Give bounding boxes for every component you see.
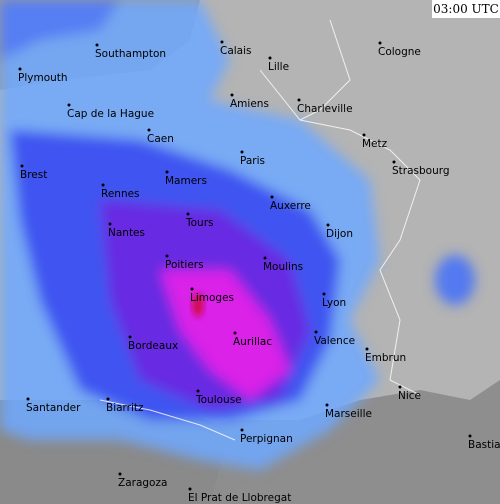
- city-dot: [108, 222, 112, 226]
- city-label: Dijon: [326, 228, 353, 240]
- city-label: Calais: [220, 45, 252, 57]
- city-label: El Prat de Llobregat: [188, 492, 291, 504]
- city-label: Zaragoza: [118, 477, 167, 489]
- city-dot: [392, 160, 396, 164]
- city-label: Caen: [147, 133, 174, 145]
- borders: [99, 19, 421, 441]
- city-dot: [240, 428, 244, 432]
- city-dot: [268, 56, 272, 60]
- city-dot: [314, 330, 318, 334]
- city-dot: [190, 287, 194, 291]
- city-dot: [165, 170, 169, 174]
- city-label: Plymouth: [18, 72, 68, 84]
- city-label: Amiens: [230, 98, 269, 110]
- city-label: Southampton: [95, 48, 166, 60]
- city-label: Moulins: [263, 261, 303, 273]
- city-label: Embrun: [365, 352, 406, 364]
- city-label: Paris: [240, 155, 265, 167]
- city-dot: [196, 389, 200, 393]
- city-label: Rennes: [101, 188, 140, 200]
- city-label: Poitiers: [165, 259, 204, 271]
- city-dot: [26, 397, 30, 401]
- city-label: Toulouse: [195, 394, 242, 406]
- city-label: Limoges: [190, 292, 234, 304]
- city-label: Valence: [314, 335, 355, 347]
- city-dot: [365, 347, 369, 351]
- city-dot: [67, 103, 71, 107]
- city-dot: [233, 331, 237, 335]
- city-dot: [263, 256, 267, 260]
- city-dot: [220, 40, 224, 44]
- city-dot: [18, 67, 22, 71]
- city-label: Strasbourg: [392, 165, 450, 177]
- city-dot: [468, 434, 472, 438]
- city-dot: [128, 335, 132, 339]
- city-dot: [101, 183, 105, 187]
- city-label: Brest: [20, 169, 47, 181]
- city-label: Lyon: [322, 297, 346, 309]
- city-dot: [326, 223, 330, 227]
- city-dot: [297, 98, 301, 102]
- city-dot: [378, 41, 382, 45]
- city-dot: [106, 397, 110, 401]
- city-label: Cap de la Hague: [67, 108, 154, 120]
- city-label: Santander: [26, 402, 81, 414]
- city-dot: [118, 472, 122, 476]
- city-label: Bastia: [468, 439, 500, 451]
- city-dot: [186, 212, 190, 216]
- city-label: Aurillac: [233, 336, 272, 348]
- city-dot: [165, 254, 169, 258]
- city-label: Auxerre: [270, 200, 311, 212]
- city-label: Nice: [398, 390, 421, 402]
- timestamp: 03:00 UTC: [433, 2, 499, 16]
- city-label: Charleville: [297, 103, 353, 115]
- city-dot: [188, 487, 192, 491]
- city-dot: [230, 93, 234, 97]
- city-dot: [325, 403, 329, 407]
- city-label: Tours: [185, 217, 214, 229]
- city-label: Lille: [268, 61, 289, 73]
- city-dot: [20, 164, 24, 168]
- city-dot: [270, 195, 274, 199]
- city-dot: [240, 150, 244, 154]
- city-label: Bordeaux: [128, 340, 178, 352]
- city-label: Metz: [362, 138, 388, 150]
- city-dot: [362, 133, 366, 137]
- heavy-rain: [192, 293, 204, 317]
- city-label: Perpignan: [240, 433, 293, 445]
- time-box: [432, 0, 500, 18]
- city-label: Marseille: [325, 408, 372, 420]
- city-dot: [322, 292, 326, 296]
- city-label: Biarritz: [106, 402, 144, 414]
- city-label: Nantes: [108, 227, 145, 239]
- city-dot: [147, 128, 151, 132]
- city-dot: [95, 43, 99, 47]
- city-dot: [398, 385, 402, 389]
- city-label: Cologne: [378, 46, 421, 58]
- city-label: Mamers: [165, 175, 207, 187]
